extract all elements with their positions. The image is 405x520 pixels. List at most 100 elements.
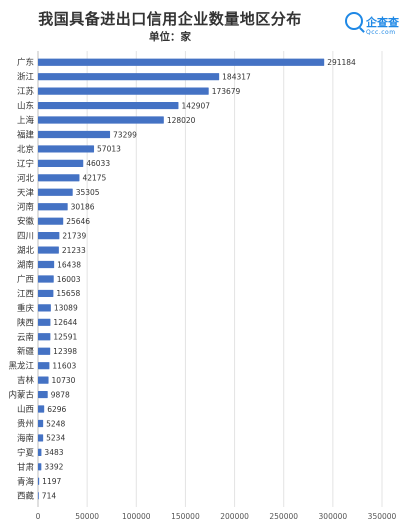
category-label: 河北 xyxy=(17,173,35,184)
data-label: 15658 xyxy=(56,289,80,298)
data-label: 6296 xyxy=(47,405,66,414)
bar xyxy=(38,289,54,298)
bar xyxy=(38,145,95,153)
bar xyxy=(38,362,50,370)
x-tick-label: 200000 xyxy=(220,512,249,520)
category-label: 江苏 xyxy=(17,86,35,97)
bar xyxy=(38,477,40,485)
category-label: 内蒙古 xyxy=(8,390,34,401)
bar xyxy=(38,130,111,139)
category-label: 湖南 xyxy=(17,260,34,271)
category-label: 上海 xyxy=(17,115,35,126)
data-label: 11603 xyxy=(52,361,76,370)
bar xyxy=(38,159,84,167)
bar xyxy=(38,188,73,196)
x-tick-label: 350000 xyxy=(368,512,397,520)
data-label: 291184 xyxy=(327,58,356,67)
data-label: 5248 xyxy=(46,419,65,428)
category-label: 山东 xyxy=(17,101,34,112)
x-tick-label: 100000 xyxy=(122,512,151,520)
bar xyxy=(38,73,220,81)
bar xyxy=(38,116,164,124)
logo-name: 企查查 xyxy=(366,16,399,29)
bar xyxy=(38,275,54,283)
data-label: 30186 xyxy=(71,203,95,212)
bar xyxy=(38,390,48,399)
category-label: 安徽 xyxy=(17,216,35,227)
bar xyxy=(38,318,51,326)
category-label: 辽宁 xyxy=(17,158,34,169)
category-label: 云南 xyxy=(17,332,34,343)
data-label: 9878 xyxy=(51,390,70,399)
bar xyxy=(38,101,179,110)
bar xyxy=(38,260,55,269)
x-tick-label: 150000 xyxy=(171,512,200,520)
data-label: 714 xyxy=(42,492,57,501)
category-label: 新疆 xyxy=(17,346,35,357)
data-label: 35305 xyxy=(76,188,100,197)
x-tick-label: 300000 xyxy=(319,512,348,520)
data-label: 21233 xyxy=(62,246,86,255)
bar xyxy=(38,419,44,428)
bar xyxy=(38,492,39,500)
category-label: 福建 xyxy=(17,129,35,140)
data-label: 128020 xyxy=(167,116,196,125)
data-label: 46033 xyxy=(86,159,110,168)
category-label: 黑龙江 xyxy=(8,361,34,372)
data-label: 73299 xyxy=(113,130,137,139)
category-label: 广东 xyxy=(17,57,34,68)
category-label: 山西 xyxy=(17,404,34,415)
category-label: 西藏 xyxy=(17,491,35,502)
category-label: 江西 xyxy=(17,289,34,299)
bar xyxy=(38,448,42,456)
category-label: 天津 xyxy=(17,187,35,198)
data-label: 12591 xyxy=(53,333,77,342)
logo-subtext: Qcc.com xyxy=(366,29,396,36)
data-label: 3392 xyxy=(44,463,63,472)
x-tick-label: 50000 xyxy=(75,512,99,520)
bar xyxy=(38,347,51,355)
category-label: 贵州 xyxy=(17,418,34,429)
bar xyxy=(38,463,42,471)
bar xyxy=(38,246,59,254)
bar xyxy=(38,232,60,240)
data-label: 42175 xyxy=(82,174,106,183)
data-label: 142907 xyxy=(181,101,210,110)
magnifier-icon xyxy=(345,12,363,30)
brand-logo: 企查查 Qcc.com xyxy=(345,12,405,42)
bar xyxy=(38,434,44,442)
bar xyxy=(38,87,209,95)
category-label: 海南 xyxy=(17,433,34,444)
category-label: 宁夏 xyxy=(17,447,35,458)
data-label: 12644 xyxy=(53,318,77,327)
bar xyxy=(38,333,51,341)
category-label: 河南 xyxy=(17,202,34,213)
x-tick-label: 0 xyxy=(36,512,41,520)
category-label: 浙江 xyxy=(17,72,35,83)
data-label: 13089 xyxy=(54,304,78,313)
data-label: 1197 xyxy=(42,477,61,486)
bar xyxy=(38,376,49,384)
data-label: 12398 xyxy=(53,347,77,356)
data-label: 16438 xyxy=(57,260,81,269)
chart-subtitle: 单位：家 xyxy=(149,31,191,43)
bar xyxy=(38,217,64,225)
data-label: 184317 xyxy=(222,72,251,81)
data-label: 5234 xyxy=(46,434,65,443)
data-label: 3483 xyxy=(44,448,63,457)
data-label: 173679 xyxy=(212,87,241,96)
bar xyxy=(38,203,68,211)
x-tick-label: 250000 xyxy=(269,512,298,520)
bar xyxy=(38,58,325,66)
bar xyxy=(38,174,80,182)
category-label: 北京 xyxy=(17,144,34,155)
data-label: 57013 xyxy=(97,145,121,154)
category-label: 广西 xyxy=(17,274,34,285)
category-label: 甘肃 xyxy=(17,462,35,473)
category-label: 吉林 xyxy=(17,375,35,386)
chart-title: 我国具备进出口信用企业数量地区分布 xyxy=(38,10,302,28)
data-label: 16003 xyxy=(57,275,81,284)
bar xyxy=(38,304,51,312)
bar xyxy=(38,405,45,413)
